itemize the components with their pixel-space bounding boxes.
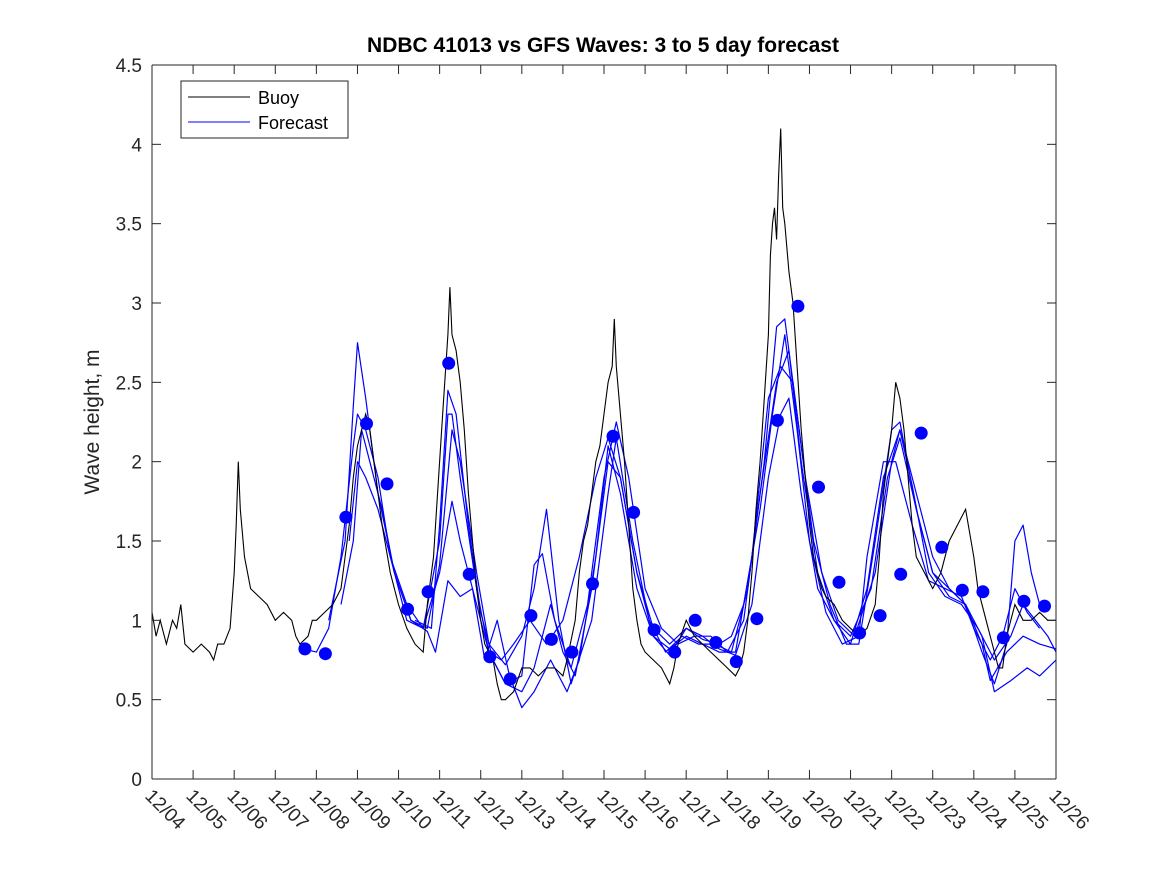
forecast-marker <box>442 356 456 370</box>
legend-box <box>180 80 349 139</box>
y-tick-label: 2.5 <box>116 373 142 394</box>
forecast-marker <box>729 655 743 669</box>
forecast-marker <box>1038 599 1051 613</box>
forecast-marker <box>812 480 825 494</box>
forecast-marker <box>688 613 702 627</box>
forecast-marker <box>586 577 599 591</box>
plot-background <box>152 65 1056 779</box>
forecast-marker <box>483 650 497 664</box>
forecast-marker <box>503 672 517 686</box>
forecast-marker <box>770 413 784 427</box>
buoy-line <box>152 128 1056 701</box>
legend-forecast-label: Forecast <box>258 113 328 133</box>
forecast-marker <box>298 642 312 656</box>
forecast-marker <box>647 623 661 637</box>
forecast-marker <box>360 417 373 431</box>
forecast-marker <box>955 583 969 597</box>
forecast-marker <box>750 612 764 626</box>
forecast-marker <box>976 585 990 599</box>
forecast-marker <box>606 429 620 443</box>
y-tick-label: 2 <box>131 453 142 474</box>
y-tick-label: 0.5 <box>116 691 142 712</box>
y-tick-label: 1.5 <box>116 532 142 553</box>
forecast-marker <box>935 540 949 554</box>
y-tick-label: 3.5 <box>116 215 142 236</box>
y-tick-label: 3 <box>131 294 142 315</box>
forecast-marker <box>421 585 435 599</box>
plot-area: 00.511.522.533.544.512/0412/0512/0612/07… <box>116 56 1093 834</box>
legend-buoy-label: Buoy <box>258 88 299 108</box>
forecast-marker <box>627 505 641 519</box>
legend: Buoy Forecast <box>180 80 349 139</box>
forecast-marker <box>853 626 867 640</box>
forecast-marker <box>524 609 538 623</box>
forecast-marker <box>873 609 887 623</box>
forecast-marker <box>894 567 908 581</box>
forecast-marker <box>996 631 1010 645</box>
forecast-marker <box>1017 594 1031 608</box>
forecast-marker <box>668 645 682 659</box>
forecast-marker <box>380 477 394 491</box>
y-tick-label: 0 <box>131 770 142 791</box>
y-tick-label: 4 <box>131 135 142 156</box>
forecast-marker <box>339 510 353 524</box>
forecast-line-run-5 <box>340 334 1041 709</box>
forecast-marker <box>318 647 332 661</box>
forecast-marker <box>401 602 415 616</box>
chart-title: NDBC 41013 vs GFS Waves: 3 to 5 day fore… <box>367 34 839 57</box>
forecast-marker <box>791 299 805 313</box>
forecast-marker <box>565 645 579 659</box>
forecast-marker <box>914 426 928 440</box>
forecast-marker <box>462 567 476 581</box>
y-tick-label: 1 <box>131 611 142 632</box>
forecast-marker <box>544 632 558 646</box>
forecast-marker <box>832 575 846 589</box>
y-axis-label: Wave height, m <box>81 349 104 494</box>
forecast-marker <box>709 636 723 649</box>
data-layer <box>152 128 1056 709</box>
y-tick-label: 4.5 <box>116 56 142 77</box>
